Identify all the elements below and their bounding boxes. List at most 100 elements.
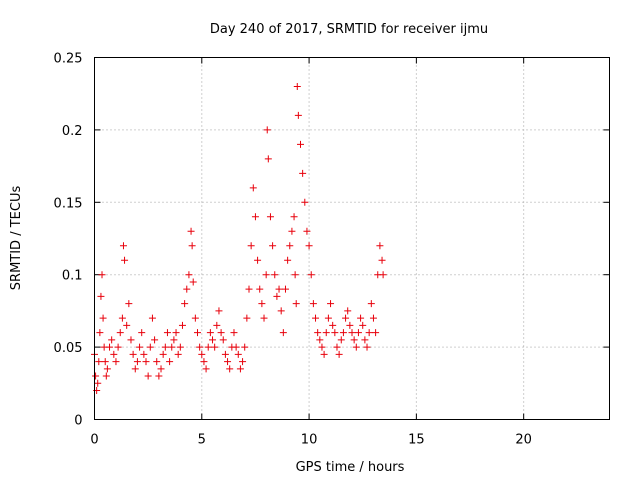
data-point: [241, 343, 249, 351]
data-point: [352, 343, 360, 351]
data-point: [224, 358, 232, 366]
data-point: [174, 350, 182, 358]
data-point: [359, 321, 367, 329]
y-tick-label: 0.05: [54, 341, 83, 356]
y-tick-label: 0: [74, 414, 82, 429]
data-point: [159, 350, 167, 358]
data-point: [142, 358, 150, 366]
x-tick-label: 0: [90, 433, 98, 448]
data-point: [264, 155, 272, 163]
data-point: [303, 227, 311, 235]
data-point: [284, 256, 292, 264]
data-point: [206, 329, 214, 337]
data-point: [361, 336, 369, 344]
data-point: [200, 358, 208, 366]
data-point: [266, 213, 274, 221]
data-point: [232, 343, 240, 351]
data-point: [102, 372, 110, 380]
data-point: [314, 329, 322, 337]
data-point: [191, 314, 199, 322]
data-point: [260, 314, 268, 322]
data-point: [181, 300, 189, 308]
data-point: [219, 336, 227, 344]
data-point: [290, 213, 298, 221]
data-point: [288, 227, 296, 235]
data-point: [157, 365, 165, 373]
data-point: [187, 227, 195, 235]
data-point: [335, 350, 343, 358]
data-point: [329, 321, 337, 329]
data-point: [316, 336, 324, 344]
data-point: [138, 329, 146, 337]
data-point: [112, 358, 120, 366]
data-point: [121, 256, 129, 264]
data-point: [305, 242, 313, 250]
data-point: [245, 285, 253, 293]
x-tick-label: 15: [408, 433, 425, 448]
data-point: [106, 343, 114, 351]
data-point: [254, 256, 262, 264]
data-point: [136, 343, 144, 351]
data-point: [344, 307, 352, 315]
data-point: [196, 343, 204, 351]
data-point: [127, 336, 135, 344]
data-point: [292, 300, 300, 308]
y-tick-label: 0.2: [62, 124, 83, 139]
data-point: [144, 372, 152, 380]
data-point: [293, 82, 301, 90]
data-point: [119, 242, 127, 250]
data-point: [322, 329, 330, 337]
data-point: [269, 242, 277, 250]
y-tick-label: 0.15: [54, 196, 83, 211]
data-point: [202, 365, 210, 373]
x-tick-label: 10: [301, 433, 318, 448]
data-point: [125, 300, 133, 308]
data-point: [342, 314, 350, 322]
data-point: [346, 321, 354, 329]
data-point: [176, 343, 184, 351]
data-point: [369, 314, 377, 322]
data-point: [140, 350, 148, 358]
data-point: [114, 343, 122, 351]
data-point: [367, 300, 375, 308]
x-axis-label: GPS time / hours: [296, 460, 405, 475]
data-point: [324, 314, 332, 322]
data-point: [363, 343, 371, 351]
data-point: [327, 300, 335, 308]
data-point: [185, 271, 193, 279]
data-point: [188, 242, 196, 250]
data-point: [103, 365, 111, 373]
data-point: [262, 271, 270, 279]
data-point: [339, 329, 347, 337]
data-point: [92, 372, 100, 380]
data-point: [215, 307, 223, 315]
data-point: [309, 300, 317, 308]
data-point: [183, 285, 191, 293]
data-point: [211, 343, 219, 351]
data-point: [350, 336, 358, 344]
data-point: [275, 285, 283, 293]
data-point: [277, 307, 285, 315]
x-tick-label: 20: [515, 433, 532, 448]
data-point: [172, 329, 180, 337]
data-point: [146, 343, 154, 351]
data-point: [333, 343, 341, 351]
data-point: [118, 314, 126, 322]
data-point: [123, 321, 131, 329]
data-point: [281, 285, 289, 293]
data-point: [213, 321, 221, 329]
data-point: [198, 350, 206, 358]
data-point: [256, 285, 264, 293]
data-point: [258, 300, 266, 308]
data-point: [230, 329, 238, 337]
data-point: [372, 329, 380, 337]
data-point: [307, 271, 315, 279]
data-point: [151, 336, 159, 344]
axis-ticks: 0 0.05 0.1 0.15 0.2 0.25 0 5 10 15 20: [54, 52, 610, 448]
data-point: [133, 358, 141, 366]
data-point: [251, 213, 259, 221]
data-point: [234, 350, 242, 358]
data-point: [148, 314, 156, 322]
data-point: [243, 314, 251, 322]
